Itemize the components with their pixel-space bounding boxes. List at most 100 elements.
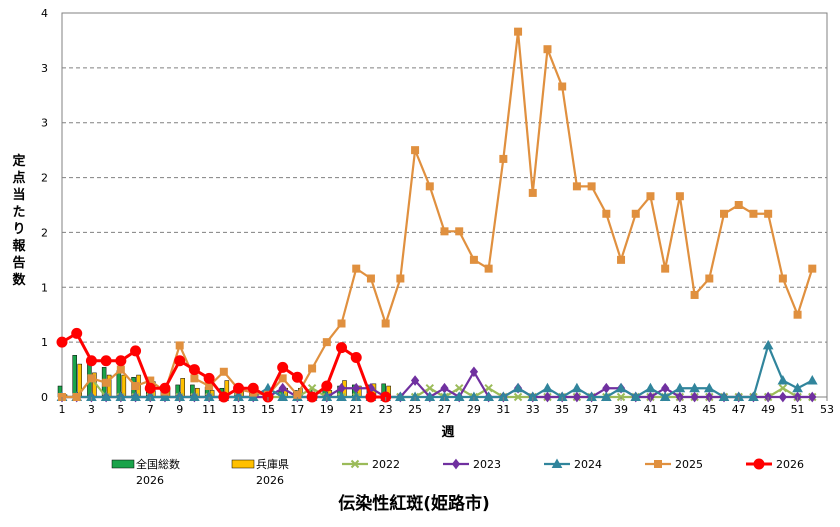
data-point	[808, 391, 817, 403]
data-point	[792, 382, 803, 393]
data-point	[720, 209, 729, 218]
data-point	[551, 458, 563, 468]
data-point	[654, 460, 662, 468]
data-point	[703, 382, 715, 393]
data-point	[690, 290, 699, 299]
data-point	[410, 375, 420, 386]
y-axis-title-char: た	[12, 205, 25, 220]
legend-label: 2026	[136, 474, 164, 487]
data-point	[469, 366, 479, 378]
plot-area	[61, 12, 828, 398]
data-point	[453, 391, 465, 401]
data-point	[159, 382, 171, 394]
data-point	[705, 274, 714, 283]
data-point	[350, 352, 362, 364]
legend-label: 2026	[256, 474, 284, 487]
data-point	[455, 227, 464, 236]
x-tick-label: 49	[761, 403, 775, 416]
x-axis-title: 週	[441, 425, 454, 440]
data-point	[778, 384, 788, 393]
data-point	[102, 378, 111, 387]
data-point	[130, 345, 142, 357]
data-point	[336, 342, 348, 354]
y-tick-label: 2	[41, 172, 48, 185]
y-axis-title-char: 数	[12, 272, 26, 288]
data-point	[455, 384, 464, 393]
x-tick-label: 9	[176, 403, 183, 416]
y-axis-title-char: り	[12, 222, 25, 237]
data-point	[602, 382, 611, 394]
x-tick-label: 51	[791, 403, 805, 416]
data-point	[381, 319, 390, 328]
data-point	[308, 364, 317, 373]
y-axis-title-char: 点	[12, 170, 25, 186]
data-point-stroke	[425, 384, 434, 393]
data-point	[100, 391, 112, 401]
data-point	[322, 338, 331, 347]
data-point	[558, 82, 567, 91]
x-tick-label: 21	[349, 403, 363, 416]
data-point-stroke	[513, 392, 523, 402]
data-point	[615, 382, 627, 393]
data-point	[617, 255, 626, 264]
data-point	[718, 391, 730, 401]
data-point	[425, 182, 434, 191]
data-point	[277, 391, 289, 401]
x-tick-label: 53	[820, 403, 834, 416]
data-point	[753, 458, 765, 470]
data-point	[778, 274, 787, 283]
data-point	[440, 382, 449, 394]
data-point	[661, 382, 670, 394]
data-point	[336, 391, 347, 401]
data-point	[661, 264, 670, 273]
data-point	[762, 339, 774, 350]
y-tick-label: 0	[41, 391, 48, 404]
data-point	[528, 188, 537, 197]
data-point	[690, 391, 699, 403]
chart-title: 伝染性紅斑(姫路市)	[338, 493, 490, 514]
data-point	[469, 255, 478, 264]
legend-label: 2026	[776, 458, 804, 471]
data-point	[337, 319, 346, 328]
x-tick-label: 43	[673, 403, 687, 416]
series-line	[62, 370, 813, 399]
data-point	[748, 391, 759, 401]
y-axis-title-char: 定	[11, 153, 25, 169]
x-tick-label: 19	[320, 403, 334, 416]
data-point	[366, 274, 375, 283]
data-point	[631, 209, 640, 218]
data-point	[56, 336, 68, 348]
data-point	[571, 382, 583, 393]
data-point	[307, 384, 317, 393]
data-point	[189, 391, 200, 401]
x-tick-label: 11	[202, 403, 216, 416]
data-point	[600, 391, 612, 401]
data-point	[218, 391, 230, 403]
data-point	[451, 458, 461, 470]
data-point	[116, 365, 125, 374]
x-tick-label: 13	[232, 403, 246, 416]
data-point	[85, 355, 97, 367]
bar	[72, 355, 77, 398]
y-tick-label: 1	[41, 336, 48, 349]
data-point	[808, 264, 817, 273]
data-point	[484, 264, 493, 273]
data-point	[188, 364, 200, 376]
data-point	[277, 361, 289, 373]
data-point	[424, 391, 436, 401]
data-point	[396, 274, 405, 283]
data-point	[130, 391, 141, 401]
data-point	[542, 382, 553, 393]
x-tick-label: 29	[467, 403, 481, 416]
data-point	[484, 384, 493, 393]
x-tick-label: 27	[438, 403, 452, 416]
data-point	[646, 192, 655, 201]
data-point	[190, 374, 199, 383]
data-point	[306, 391, 318, 403]
data-point	[219, 367, 228, 376]
data-point	[777, 375, 789, 385]
data-point	[440, 227, 449, 236]
data-point	[543, 391, 552, 403]
data-point	[425, 384, 434, 393]
x-tick-label: 39	[614, 403, 628, 416]
